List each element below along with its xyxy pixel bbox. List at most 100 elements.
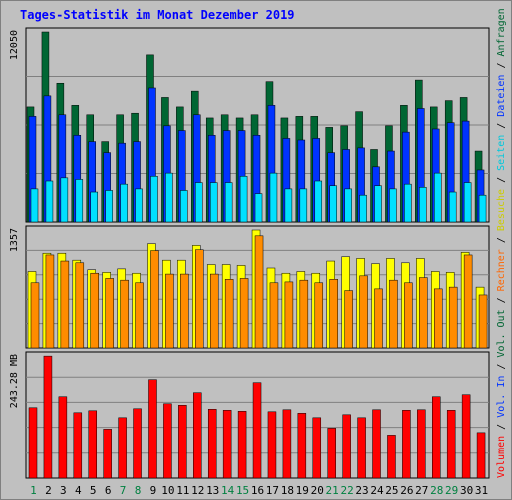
legend-separator: / [496,231,507,249]
x-tick-label-day-16: 16 [251,484,264,497]
bar-rechner-day-25 [389,279,398,349]
bar-volumen-day-29 [446,410,456,479]
x-tick-label-day-6: 6 [105,484,112,497]
bar-volumen-day-9 [148,379,157,479]
bar-seiten-day-29 [448,191,457,223]
bar-rechner-day-17 [269,282,279,349]
bar-volumen-day-27 [417,409,426,479]
bar-volumen-day-15 [237,411,247,479]
bar-seiten-day-22 [344,188,352,223]
bar-rechner-day-31 [478,294,488,349]
x-tick-label-day-8: 8 [135,484,142,497]
bar-rechner-day-24 [374,288,383,349]
legend-separator: / [496,117,507,135]
panel-bottom: 243.28 MB [9,351,490,479]
x-tick-label-day-21: 21 [326,484,339,497]
panel-top: 12050 [9,27,490,223]
legend-text: Volumen / Vol. In / Vol. Out / Rechner /… [496,8,507,478]
bar-rechner-day-9 [150,250,159,349]
y-max-label-top: 12050 [9,30,20,60]
legend-item-volumen: Volumen [496,436,507,478]
x-tick-label-day-15: 15 [236,484,249,497]
bar-seiten-day-25 [389,188,397,223]
bar-volumen-day-19 [297,413,307,479]
bar-volumen-day-8 [133,408,142,479]
bar-rechner-day-4 [75,262,85,349]
bar-seiten-day-24 [374,185,382,223]
bar-seiten-day-12 [195,182,203,223]
bar-seiten-day-19 [299,188,308,223]
bar-rechner-day-13 [209,273,219,349]
bar-seiten-day-2 [45,180,54,223]
bar-rechner-day-11 [180,273,189,349]
bar-volumen-day-24 [372,409,381,479]
bar-volumen-day-22 [342,414,351,479]
bar-seiten-day-8 [135,188,143,223]
y-max-label-middle: 1357 [9,228,20,252]
x-tick-label-day-4: 4 [75,484,82,497]
x-tick-label-day-9: 9 [150,484,157,497]
bar-rechner-day-27 [419,277,428,349]
x-tick-label-day-11: 11 [176,484,189,497]
bar-seiten-day-1 [30,188,39,223]
x-tick-label-day-20: 20 [311,484,324,497]
bar-rechner-day-1 [30,282,40,349]
bar-volumen-day-11 [178,405,187,479]
x-tick-label-day-7: 7 [120,484,127,497]
bar-seiten-day-20 [314,180,323,223]
legend-item-dateien: Dateien [496,75,507,117]
bar-volumen-day-23 [357,417,366,479]
bar-volumen-day-17 [267,411,277,479]
x-tick-label-day-28: 28 [430,484,443,497]
bar-volumen-day-3 [58,396,68,479]
bar-volumen-day-2 [43,355,53,479]
right-legend: Volumen / Vol. In / Vol. Out / Rechner /… [496,8,507,478]
legend-separator: / [496,171,507,189]
bar-volumen-day-28 [432,396,441,479]
x-tick-label-day-22: 22 [340,484,353,497]
x-tick-label-day-12: 12 [191,484,204,497]
bar-rechner-day-29 [448,286,458,349]
bar-seiten-day-3 [60,177,69,223]
bar-volumen-day-26 [402,410,411,479]
bar-seiten-day-17 [269,172,278,223]
legend-item-vol-out: Vol. Out [496,309,507,357]
bar-volumen-day-1 [28,407,38,479]
bar-volumen-day-25 [387,435,396,479]
bar-rechner-day-5 [90,272,99,349]
bar-seiten-day-21 [329,185,337,223]
bar-seiten-day-15 [239,176,248,223]
bar-volumen-day-18 [282,409,292,479]
bar-seiten-day-28 [434,172,442,223]
legend-item-besuche: Besuche [496,189,507,231]
bar-volumen-day-21 [327,428,336,479]
x-tick-label-day-31: 31 [475,484,488,497]
x-tick-label-day-14: 14 [221,484,235,497]
bar-rechner-day-30 [463,254,473,349]
bar-seiten-day-18 [284,188,293,223]
bar-rechner-day-28 [434,288,443,349]
bar-rechner-day-14 [224,279,234,349]
x-tick-label-day-1: 1 [30,484,37,497]
legend-item-rechner: Rechner [496,249,507,291]
bar-rechner-day-26 [404,282,413,349]
bar-rechner-day-23 [359,275,368,349]
bar-rechner-day-7 [120,279,129,349]
bar-volumen-day-31 [476,432,486,479]
bar-rechner-day-22 [344,290,353,349]
x-tick-label-day-13: 13 [206,484,219,497]
x-tick-label-day-19: 19 [296,484,309,497]
x-tick-label-day-3: 3 [60,484,67,497]
x-tick-label-day-26: 26 [400,484,413,497]
x-tick-label-day-17: 17 [266,484,279,497]
x-tick-label-day-10: 10 [161,484,174,497]
x-tick-label-day-18: 18 [281,484,294,497]
bar-seiten-day-9 [150,176,158,223]
bar-rechner-day-16 [254,235,264,349]
bar-volumen-day-4 [73,412,83,479]
bar-volumen-day-12 [193,392,202,479]
legend-separator: / [496,418,507,436]
bar-rechner-day-8 [135,282,144,349]
legend-item-anfragen: Anfragen [496,8,507,56]
bar-seiten-day-10 [165,172,173,223]
